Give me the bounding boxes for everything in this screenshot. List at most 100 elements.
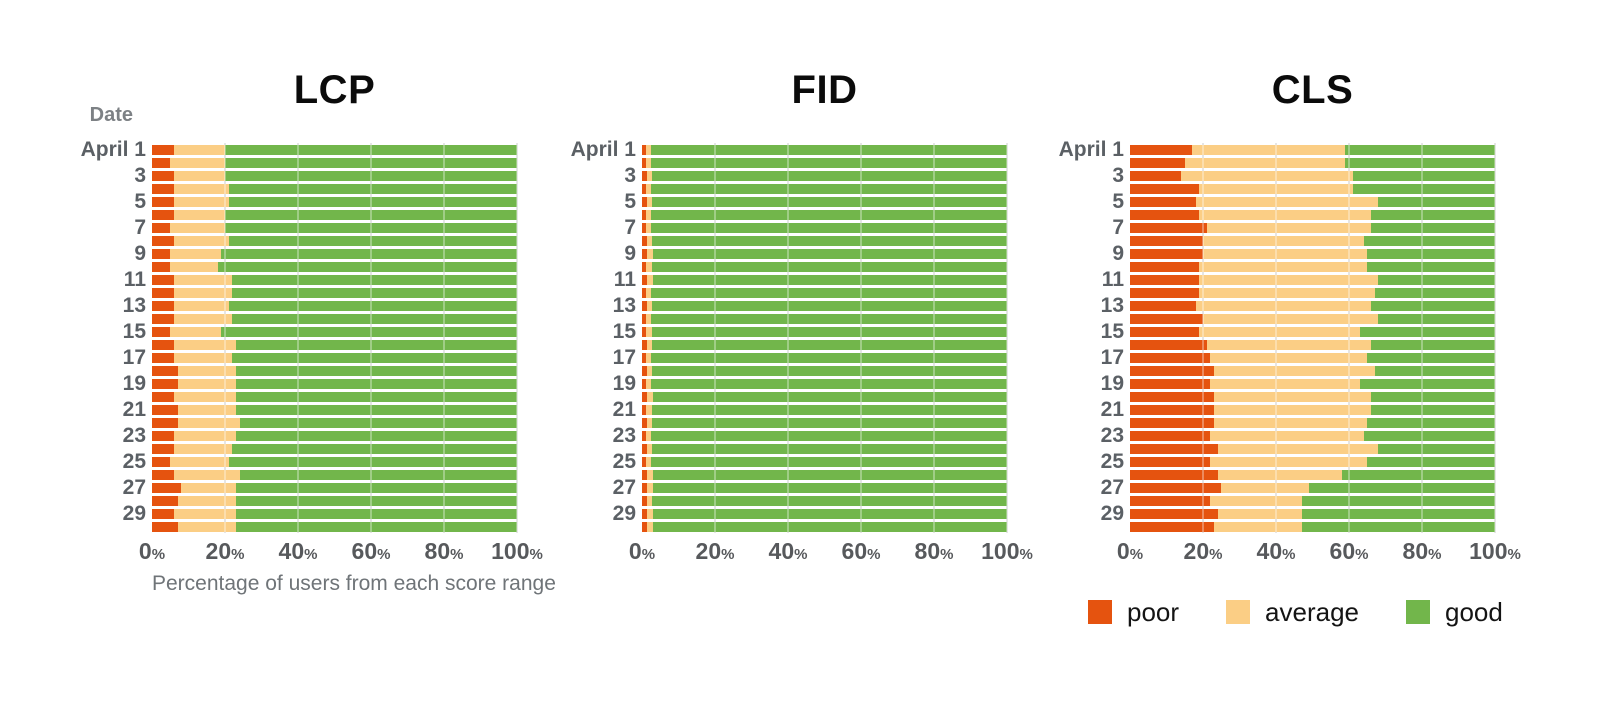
bar-row xyxy=(152,455,517,468)
bar-row xyxy=(642,416,1007,429)
y-tick-label: 13 xyxy=(122,294,146,317)
bar-row xyxy=(1130,364,1495,377)
bar-row xyxy=(1130,143,1495,156)
bar-segment-poor xyxy=(1130,326,1200,337)
bar-row xyxy=(152,442,517,455)
bar-segment-average xyxy=(646,248,654,259)
bar-segment-poor xyxy=(1130,456,1211,467)
x-tick-label: 20% xyxy=(205,538,245,564)
bar-track xyxy=(1130,209,1495,220)
bar-track xyxy=(1130,482,1495,493)
bar-row xyxy=(642,325,1007,338)
bar-segment-poor xyxy=(642,170,647,181)
bar-segment-poor xyxy=(1130,170,1182,181)
bar-segment-average xyxy=(177,404,236,415)
bar-track xyxy=(152,235,517,246)
y-tick-label: 29 xyxy=(612,502,636,525)
bar-segment-poor xyxy=(1130,391,1214,402)
bar-track xyxy=(1130,274,1495,285)
bar-segment-good xyxy=(235,430,517,441)
bar-segment-good xyxy=(225,222,517,233)
y-tick-label: 7 xyxy=(1112,216,1124,239)
chart-fid: FID April 1 3 5 7 9 11 13 15 17 19 21 23 25 27 29 0% 20… xyxy=(511,66,1033,626)
bar-track xyxy=(642,222,1007,233)
bar-segment-poor xyxy=(152,417,178,428)
bar-segment-good xyxy=(652,469,1007,480)
bar-segment-poor xyxy=(152,404,178,415)
bar-segment-poor xyxy=(642,456,647,467)
bar-segment-average xyxy=(177,521,236,532)
plot-area-fid xyxy=(642,143,1008,533)
bar-segment-poor xyxy=(152,196,174,207)
bar-segment-average xyxy=(1203,248,1368,259)
bar-segment-poor xyxy=(152,495,178,506)
bar-track xyxy=(152,209,517,220)
bar-track xyxy=(642,196,1007,207)
bar-track xyxy=(1130,183,1495,194)
bar-track xyxy=(152,274,517,285)
bar-segment-poor xyxy=(1130,508,1218,519)
bar-row xyxy=(642,403,1007,416)
bar-row xyxy=(642,260,1007,273)
bar-segment-poor xyxy=(1130,339,1207,350)
bar-track xyxy=(1130,430,1495,441)
bar-track xyxy=(1130,261,1495,272)
bar-segment-average xyxy=(177,365,236,376)
bar-segment-good xyxy=(1367,261,1495,272)
x-tick-label: 100% xyxy=(981,538,1033,564)
x-tick-label: 40% xyxy=(768,538,808,564)
gridlines-under xyxy=(642,143,1008,533)
bar-track xyxy=(1130,352,1495,363)
bar-segment-good xyxy=(235,495,517,506)
bar-row xyxy=(1130,351,1495,364)
bar-track xyxy=(152,521,517,532)
bar-segment-poor xyxy=(642,495,647,506)
bar-segment-average xyxy=(177,417,240,428)
bar-segment-good xyxy=(228,196,517,207)
bar-segment-average xyxy=(647,508,654,519)
bar-segment-good xyxy=(652,274,1007,285)
y-tick-label: 19 xyxy=(612,372,636,395)
gridline xyxy=(1202,143,1204,533)
bar-track xyxy=(152,378,517,389)
x-tick-label: 60% xyxy=(351,538,391,564)
bar-segment-average xyxy=(646,300,653,311)
y-tick-label xyxy=(511,234,636,247)
chart-title-fid: FID xyxy=(791,68,858,112)
y-tick-label: 7 xyxy=(134,216,146,239)
bar-row xyxy=(1130,442,1495,455)
bar-row xyxy=(642,390,1007,403)
bar-track xyxy=(642,274,1007,285)
bar-row xyxy=(642,520,1007,533)
bar-segment-poor xyxy=(642,261,647,272)
gridline xyxy=(787,143,789,533)
bar-track xyxy=(642,170,1007,181)
x-tick-label: 80% xyxy=(424,538,464,564)
legend-swatch-poor xyxy=(1088,600,1112,624)
bar-segment-average xyxy=(173,287,233,298)
y-tick-label: April 1 xyxy=(1058,138,1124,161)
bar-segment-poor xyxy=(152,274,174,285)
bar-segment-average xyxy=(1210,378,1360,389)
bar-track xyxy=(1130,144,1495,155)
y-tick-label xyxy=(21,234,146,247)
y-tick-label: 23 xyxy=(612,424,636,447)
bar-segment-good xyxy=(239,469,517,480)
bar-row xyxy=(152,468,517,481)
bar-segment-average xyxy=(646,235,652,246)
bar-segment-poor xyxy=(152,313,174,324)
y-tick-label: 9 xyxy=(1112,242,1124,265)
bar-segment-good xyxy=(651,456,1007,467)
y-tick-label: 25 xyxy=(612,450,636,473)
gridline xyxy=(370,143,372,533)
bar-track xyxy=(1130,456,1495,467)
bar-segment-average xyxy=(173,235,229,246)
bar-segment-poor xyxy=(642,352,647,363)
bar-segment-poor xyxy=(152,144,174,155)
x-tick-label: 40% xyxy=(1256,538,1296,564)
y-tick-label: 25 xyxy=(122,450,146,473)
bar-segment-poor xyxy=(642,196,648,207)
bar-row xyxy=(1130,260,1495,273)
bar-row xyxy=(152,182,517,195)
x-tick-label: 0% xyxy=(138,538,166,564)
